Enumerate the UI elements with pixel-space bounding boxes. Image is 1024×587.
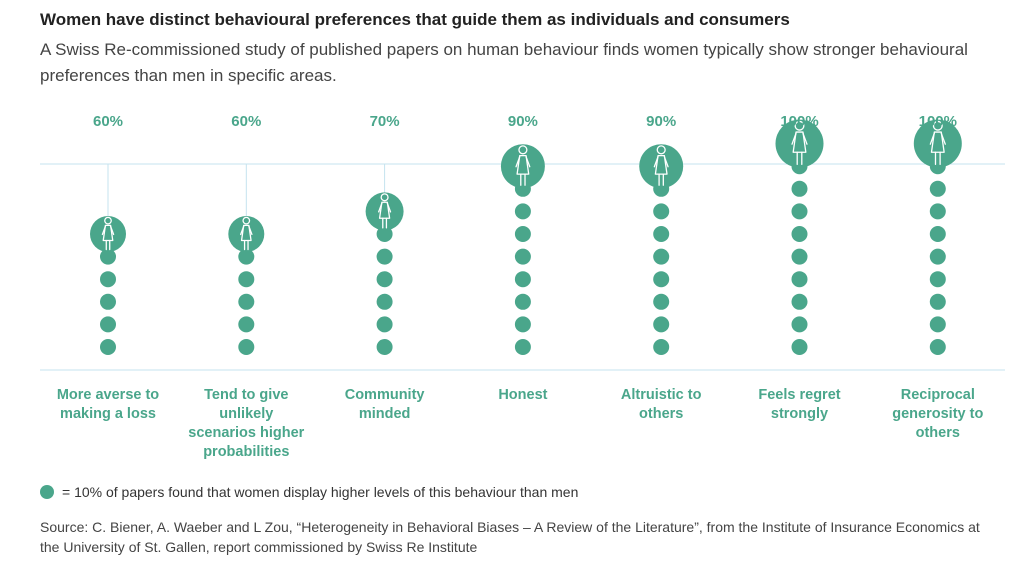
category-label-line: probabilities: [203, 444, 289, 460]
data-dot: [929, 180, 946, 197]
category-label-line: others: [639, 406, 683, 422]
category-label: Reciprocal generosity to others: [892, 387, 983, 441]
category-label-line: others: [916, 425, 960, 441]
woman-icon: [791, 120, 808, 165]
woman-icon-circle: [500, 144, 545, 189]
data-dot: [376, 226, 393, 242]
category-label-line: More averse to: [57, 387, 159, 403]
data-dot: [238, 248, 255, 265]
data-dot: [376, 271, 393, 288]
data-dot: [653, 248, 670, 265]
data-dot: [514, 271, 531, 288]
data-dot: [100, 248, 116, 265]
woman-icon-circle: [775, 119, 824, 168]
category-label-line: Community: [345, 387, 425, 403]
value-label: 90%: [646, 113, 676, 130]
data-dot: [238, 339, 255, 355]
woman-icon-circle: [639, 144, 684, 189]
data-dot: [100, 271, 116, 288]
data-dot: [238, 271, 255, 288]
data-dot: [514, 226, 531, 242]
category-label: Feels regret strongly: [758, 387, 840, 422]
data-dot: [929, 226, 946, 242]
woman-icon: [240, 216, 253, 251]
woman-icon-circle: [90, 216, 126, 252]
data-dot: [929, 271, 946, 288]
dot-icon: [40, 485, 54, 499]
woman-icon: [101, 216, 115, 251]
data-dot: [514, 316, 531, 333]
data-dot: [791, 293, 808, 310]
data-dot: [791, 180, 808, 197]
category-label: Community minded: [345, 387, 425, 422]
data-dot: [791, 226, 808, 242]
data-dot: [653, 339, 670, 355]
data-dot: [791, 248, 808, 265]
dot-column-chart: 60% More averse to making a loss 60% Tend to…: [40, 113, 1005, 460]
value-label: 60%: [93, 113, 123, 130]
data-dot: [791, 339, 808, 355]
woman-icon-circle: [228, 216, 265, 252]
data-dot: [929, 293, 946, 310]
data-dot: [929, 203, 946, 220]
woman-icon: [653, 145, 669, 186]
woman-icon-circle: [365, 192, 404, 231]
data-dot: [100, 293, 116, 310]
category-label-line: generosity to: [892, 406, 983, 422]
data-dot: [653, 203, 670, 220]
data-dot: [653, 316, 670, 333]
data-dot: [514, 203, 531, 220]
source-note: Source: C. Biener, A. Waeber and L Zou, …: [40, 519, 980, 555]
data-dot: [376, 316, 393, 333]
category-label-line: Feels regret: [758, 387, 840, 403]
data-dot: [514, 339, 531, 355]
value-label: 100%: [780, 113, 818, 130]
woman-icon: [378, 193, 392, 229]
category-label-line: making a loss: [60, 406, 156, 422]
data-dot: [376, 248, 393, 265]
woman-icon: [929, 120, 946, 165]
category-label-line: scenarios higher: [188, 425, 304, 441]
category-label-line: minded: [359, 406, 411, 422]
category-label-line: unlikely: [219, 406, 273, 422]
category-label-line: Reciprocal: [901, 387, 975, 403]
data-dot: [791, 316, 808, 333]
category-label-line: strongly: [771, 406, 828, 422]
category-label: Altruistic to others: [621, 387, 702, 422]
category-label-line: Altruistic to: [621, 387, 702, 403]
data-dot: [929, 248, 946, 265]
value-label: 90%: [508, 113, 538, 130]
data-dot: [791, 203, 808, 220]
category-label-line: Honest: [498, 387, 547, 403]
legend: = 10% of papers found that women display…: [40, 484, 578, 500]
legend-text: = 10% of papers found that women display…: [62, 484, 579, 500]
category-label: Tend to give unlikely scenarios higher prob…: [188, 387, 304, 460]
data-dot: [929, 339, 946, 355]
category-label: Honest: [498, 387, 547, 403]
data-dot: [653, 271, 670, 288]
woman-icon: [515, 145, 531, 186]
data-dot: [791, 271, 808, 288]
chart-subtitle: A Swiss Re-commissioned study of publish…: [40, 40, 968, 85]
data-dot: [238, 293, 255, 310]
value-label: 70%: [370, 113, 400, 130]
value-label: 100%: [919, 113, 957, 130]
data-dot: [514, 293, 531, 310]
data-dot: [653, 293, 670, 310]
data-dot: [376, 293, 393, 310]
data-dot: [376, 339, 393, 355]
data-dot: [238, 316, 255, 333]
data-dot: [929, 316, 946, 333]
data-dot: [514, 248, 531, 265]
data-dot: [100, 316, 116, 333]
value-label: 60%: [231, 113, 261, 130]
category-label-line: Tend to give: [204, 387, 288, 403]
data-dot: [653, 226, 670, 242]
chart-title: Women have distinct behavioural preferen…: [40, 10, 790, 29]
category-label: More averse to making a loss: [57, 387, 159, 422]
woman-icon-circle: [913, 119, 962, 168]
data-dot: [100, 339, 116, 355]
